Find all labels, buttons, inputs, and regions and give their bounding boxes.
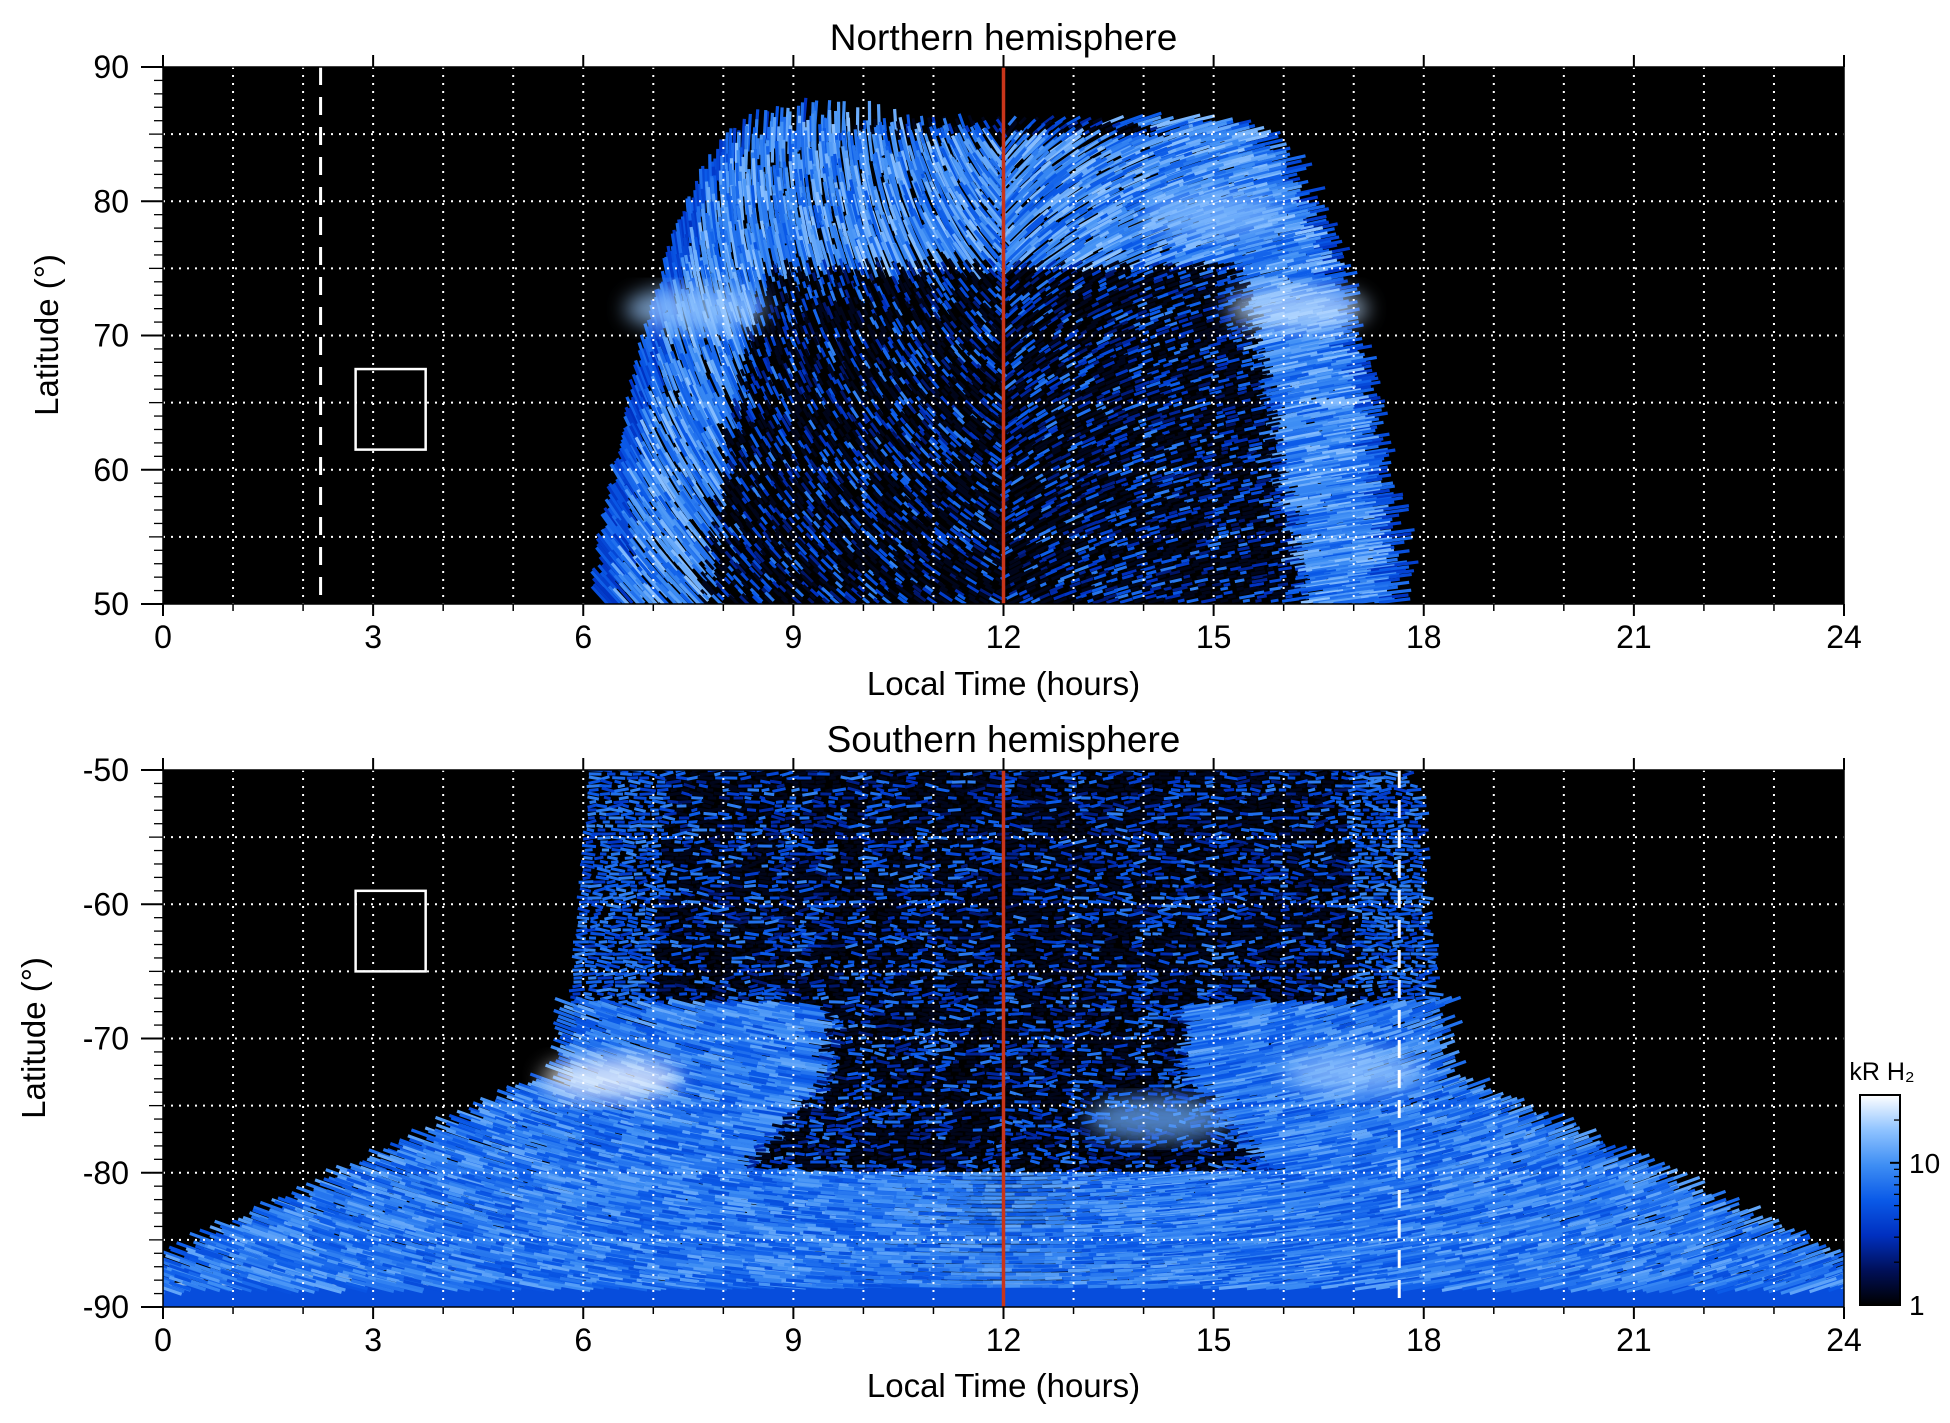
southern-emission-map xyxy=(163,770,1844,1307)
northern-x-tick-label: 6 xyxy=(574,619,592,655)
southern-y-tick-label: -70 xyxy=(83,1021,129,1057)
southern-panel-title: Southern hemisphere xyxy=(827,719,1181,760)
northern-overlays xyxy=(319,67,1006,604)
northern-x-tick-label: 3 xyxy=(364,619,382,655)
southern-x-tick-label: 3 xyxy=(364,1322,382,1358)
northern-x-tick-label: 21 xyxy=(1616,619,1652,655)
northern-x-tick-label: 9 xyxy=(784,619,802,655)
northern-panel: Northern hemisphere 0 3 6 9 12 15 18 21 24 50 60 70… xyxy=(28,17,1862,702)
southern-x-tick-label: 12 xyxy=(986,1322,1022,1358)
southern-y-tick-label: -90 xyxy=(83,1289,129,1325)
northern-y-tick-label: 70 xyxy=(93,318,129,354)
southern-x-axis-label: Local Time (hours) xyxy=(867,1367,1140,1404)
southern-x-tick-label: 9 xyxy=(784,1322,802,1358)
northern-axes: 0 3 6 9 12 15 18 21 24 50 60 70 80 90 xyxy=(93,49,1861,655)
southern-x-tick-label: 15 xyxy=(1196,1322,1232,1358)
colorbar-ticks: 1 10 xyxy=(1890,1094,1940,1321)
colorbar-tick-label: 10 xyxy=(1909,1148,1940,1179)
southern-region-box xyxy=(354,889,427,973)
northern-x-tick-label: 12 xyxy=(986,619,1022,655)
northern-y-tick-label: 60 xyxy=(93,452,129,488)
northern-y-tick-label: 50 xyxy=(93,586,129,622)
southern-x-tick-label: 21 xyxy=(1616,1322,1652,1358)
northern-panel-title: Northern hemisphere xyxy=(830,17,1178,58)
colorbar-tick-label: 1 xyxy=(1909,1290,1925,1321)
northern-x-tick-label: 24 xyxy=(1826,619,1862,655)
southern-x-tick-label: 18 xyxy=(1406,1322,1442,1358)
southern-x-tick-label: 6 xyxy=(574,1322,592,1358)
northern-x-tick-label: 15 xyxy=(1196,619,1232,655)
colorbar: kR H₂ 1 10 xyxy=(1849,1058,1940,1321)
colorbar-gradient xyxy=(1859,1094,1901,1306)
northern-region-box xyxy=(354,367,427,451)
southern-x-tick-label: 24 xyxy=(1826,1322,1862,1358)
northern-x-tick-label: 0 xyxy=(154,619,172,655)
southern-y-tick-label: -50 xyxy=(83,752,129,788)
southern-y-axis-label: Latitude (°) xyxy=(15,957,52,1119)
colorbar-title: kR H₂ xyxy=(1849,1058,1914,1086)
southern-overlays xyxy=(354,770,1401,1307)
southern-axes: 0 3 6 9 12 15 18 21 24 -50 -60 -70 -80 -90 xyxy=(83,752,1862,1358)
northern-y-tick-label: 80 xyxy=(93,183,129,219)
northern-x-axis-label: Local Time (hours) xyxy=(867,665,1140,702)
southern-panel: Southern hemisphere 0 3 6 9 12 15 18 21 24 -50 -60… xyxy=(15,719,1862,1404)
northern-y-tick-label: 90 xyxy=(93,49,129,85)
southern-x-tick-label: 0 xyxy=(154,1322,172,1358)
northern-y-axis-label: Latitude (°) xyxy=(28,254,65,416)
southern-y-tick-label: -60 xyxy=(83,886,129,922)
southern-y-tick-label: -80 xyxy=(83,1155,129,1191)
northern-x-tick-label: 18 xyxy=(1406,619,1442,655)
